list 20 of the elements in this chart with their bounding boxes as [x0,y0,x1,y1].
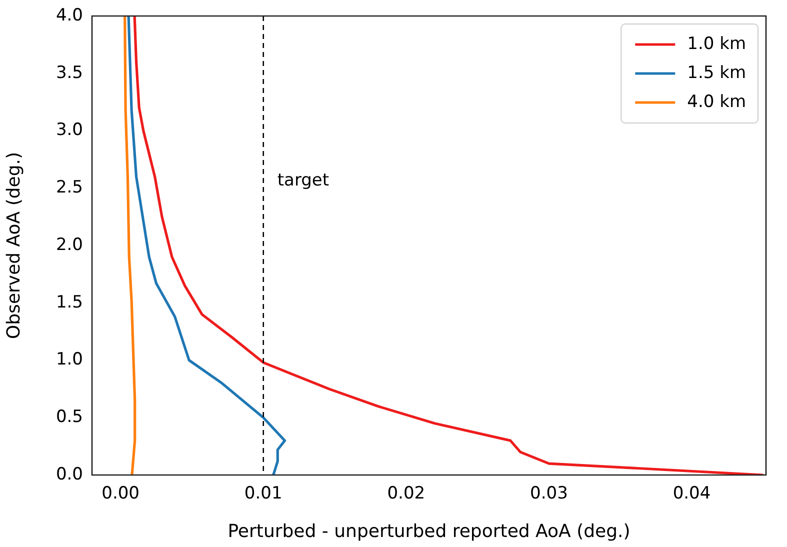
y-tick-label: 1.5 [56,292,83,312]
x-tick-label: 0.03 [530,484,568,504]
x-axis-title: Perturbed - unperturbed reported AoA (deg.) [228,520,630,542]
y-tick-label: 0.5 [56,407,83,428]
y-tick-label: 1.0 [56,350,83,370]
x-tick-label: 0.00 [102,484,140,504]
ref-line-label: target [277,170,330,191]
y-tick-label: 2.0 [56,234,83,255]
y-tick-label: 3.0 [56,120,83,140]
x-tick-label: 0.02 [387,484,426,504]
legend-label: 1.0 km [687,34,746,54]
y-tick-label: 4.0 [56,5,83,26]
y-axis-title: Observed AoA (deg.) [3,152,24,340]
y-tick-label: 3.5 [56,62,83,83]
legend-label: 4.0 km [687,92,746,112]
x-tick-label: 0.01 [244,484,282,504]
y-tick-label: 0.0 [56,464,83,484]
x-tick-label: 0.04 [672,484,711,504]
y-tick-label: 2.5 [56,178,83,198]
legend-label: 1.5 km [687,62,746,83]
